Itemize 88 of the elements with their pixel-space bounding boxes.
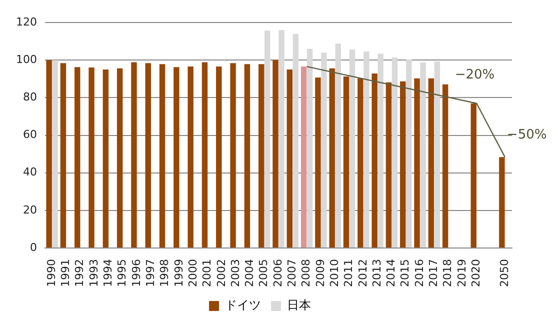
bar xyxy=(278,30,284,248)
annotation: −20% xyxy=(454,68,495,83)
x-tick-label: 2001 xyxy=(200,259,214,288)
bar xyxy=(202,62,208,248)
bar xyxy=(406,59,412,248)
bar xyxy=(343,76,350,248)
legend-label: ドイツ xyxy=(225,298,261,312)
x-tick-label: 2006 xyxy=(271,259,284,288)
bar xyxy=(428,78,434,248)
x-tick-label: 2000 xyxy=(186,259,200,288)
x-tick-label: 2007 xyxy=(286,259,299,288)
bar xyxy=(329,68,335,248)
x-tick-label: 1998 xyxy=(158,259,172,288)
bar xyxy=(88,67,94,248)
bar xyxy=(400,81,406,248)
bar xyxy=(264,30,270,248)
x-tick-label: 2002 xyxy=(214,259,228,288)
x-tick-label: 1991 xyxy=(59,259,72,288)
legend-label: 日本 xyxy=(287,298,311,312)
x-tick-label: 2005 xyxy=(257,259,270,288)
x-tick-label: 2011 xyxy=(342,259,356,288)
bar xyxy=(52,60,58,248)
bar xyxy=(46,60,52,248)
bar xyxy=(292,34,299,248)
x-tick-label: 2004 xyxy=(243,259,256,288)
x-tick-label: 2009 xyxy=(314,259,327,288)
bar xyxy=(335,44,341,248)
bar xyxy=(442,84,448,248)
bar xyxy=(131,62,137,248)
bar xyxy=(470,103,476,248)
x-tick-label: 2015 xyxy=(398,259,412,288)
x-tick-label: 2050 xyxy=(498,259,511,288)
bar xyxy=(174,67,180,248)
y-tick-label: 60 xyxy=(22,128,37,142)
bar xyxy=(116,68,123,248)
bar xyxy=(378,54,384,248)
x-tick-label: 2010 xyxy=(328,259,341,288)
x-tick-label: 2013 xyxy=(370,259,384,288)
x-tick-label: 1996 xyxy=(130,259,143,288)
bar xyxy=(145,63,151,248)
bar xyxy=(499,157,505,248)
bar xyxy=(434,61,440,248)
x-tick-label: 2018 xyxy=(441,259,454,288)
x-tick-label: 1992 xyxy=(73,259,86,288)
y-tick-label: 120 xyxy=(16,15,37,28)
bar xyxy=(102,70,109,248)
x-tick-label: 2008 xyxy=(300,259,313,288)
y-tick-label: 0 xyxy=(30,240,37,254)
bar xyxy=(349,49,356,248)
bar xyxy=(286,70,292,248)
x-tick-label: 2016 xyxy=(412,259,426,288)
bar xyxy=(315,77,321,248)
x-tick-label: 1995 xyxy=(116,259,129,288)
bar xyxy=(258,64,264,248)
bar xyxy=(188,66,194,248)
bar xyxy=(414,78,420,248)
x-tick-label: 2017 xyxy=(427,259,440,288)
bar xyxy=(358,78,364,248)
bar xyxy=(230,63,236,248)
bar xyxy=(306,48,313,248)
y-tick-label: 80 xyxy=(22,90,37,104)
bar xyxy=(372,74,378,248)
x-tick-label: 2019 xyxy=(455,259,468,288)
annotation: −50% xyxy=(506,127,547,142)
bar xyxy=(420,62,426,248)
x-tick-label: 2012 xyxy=(356,259,370,288)
bar xyxy=(74,67,80,248)
bar xyxy=(159,64,166,248)
y-tick-label: 40 xyxy=(22,166,37,179)
x-tick-label: 2003 xyxy=(228,259,242,288)
bar xyxy=(272,60,278,248)
bar xyxy=(321,52,327,248)
x-tick-label: 1990 xyxy=(44,259,58,288)
y-tick-label: 100 xyxy=(16,53,37,66)
x-tick-label: 1997 xyxy=(144,259,157,288)
x-tick-label: 1993 xyxy=(87,259,100,288)
bar xyxy=(364,52,370,248)
bar xyxy=(386,82,392,248)
x-tick-label: 1994 xyxy=(102,259,115,288)
bar xyxy=(216,66,222,248)
x-tick-label: 1999 xyxy=(172,259,186,288)
x-tick-label: 2014 xyxy=(384,259,398,288)
bar xyxy=(392,58,398,248)
y-tick-label: 20 xyxy=(22,203,37,216)
bar xyxy=(244,64,250,248)
bar xyxy=(300,66,307,248)
x-tick-label: 2020 xyxy=(469,259,482,288)
bar xyxy=(60,63,66,248)
